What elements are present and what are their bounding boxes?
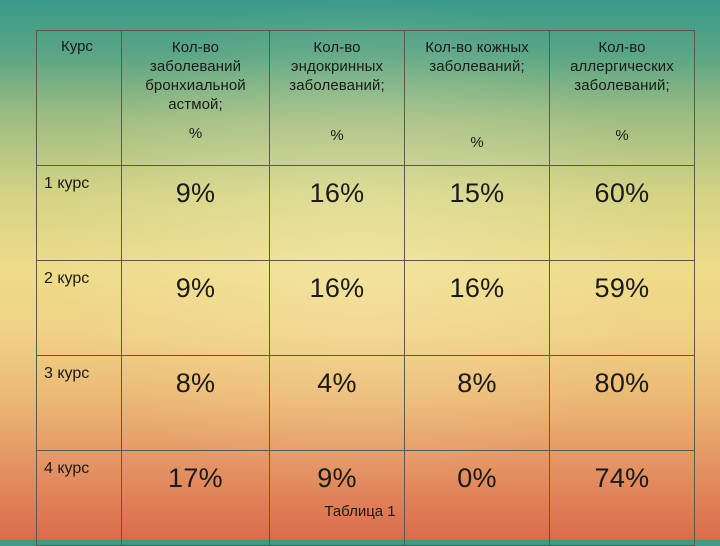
row-label: 2 курс [36,260,122,356]
header-endocrine-title: Кол-во эндокринных заболеваний; [289,39,385,94]
cell-skin: 16% [404,260,550,356]
cell-endocrine: 16% [269,260,405,356]
table-caption: Таблица 1 [324,503,396,520]
row-label: 4 курс [36,450,122,546]
header-skin-title: Кол-во кожных заболеваний; [425,39,529,75]
cell-skin: 0% [404,450,550,546]
cell-asthma: 9% [121,165,270,261]
header-asthma-unit: % [188,125,203,142]
cell-allergic: 74% [549,450,695,546]
cell-endocrine: 4% [269,355,405,451]
cell-asthma: 9% [121,260,270,356]
cell-skin: 15% [404,165,550,261]
header-endocrine-unit: % [330,127,344,144]
table-row: 2 курс 9% 16% 16% 59% [36,260,695,356]
table-row: 3 курс 8% 4% 8% 80% [36,355,695,451]
header-skin: Кол-во кожных заболеваний; % [404,30,550,166]
row-label: 3 курс [36,355,122,451]
cell-allergic: 80% [549,355,695,451]
header-asthma-title: Кол-во заболеваний бронхиальной астмой; [145,39,246,113]
header-allergic-unit: % [615,127,629,144]
cell-endocrine: 9% [269,450,405,546]
cell-allergic: 59% [549,260,695,356]
cell-asthma: 17% [121,450,270,546]
cell-skin: 8% [404,355,550,451]
header-endocrine: Кол-во эндокринных заболеваний; % [269,30,405,166]
header-course: Курс [36,30,122,166]
table-row: 4 курс 17% 9% 0% 74% [36,450,695,546]
data-table: Курс Кол-во заболеваний бронхиальной аст… [36,30,695,546]
cell-allergic: 60% [549,165,695,261]
header-skin-unit: % [470,134,484,151]
table-header-row: Курс Кол-во заболеваний бронхиальной аст… [36,30,695,166]
header-allergic: Кол-во аллергических заболеваний; % [549,30,695,166]
cell-asthma: 8% [121,355,270,451]
cell-endocrine: 16% [269,165,405,261]
header-asthma: Кол-во заболеваний бронхиальной астмой; … [121,30,270,166]
table-row: 1 курс 9% 16% 15% 60% [36,165,695,261]
header-allergic-title: Кол-во аллергических заболеваний; [570,39,674,94]
row-label: 1 курс [36,165,122,261]
